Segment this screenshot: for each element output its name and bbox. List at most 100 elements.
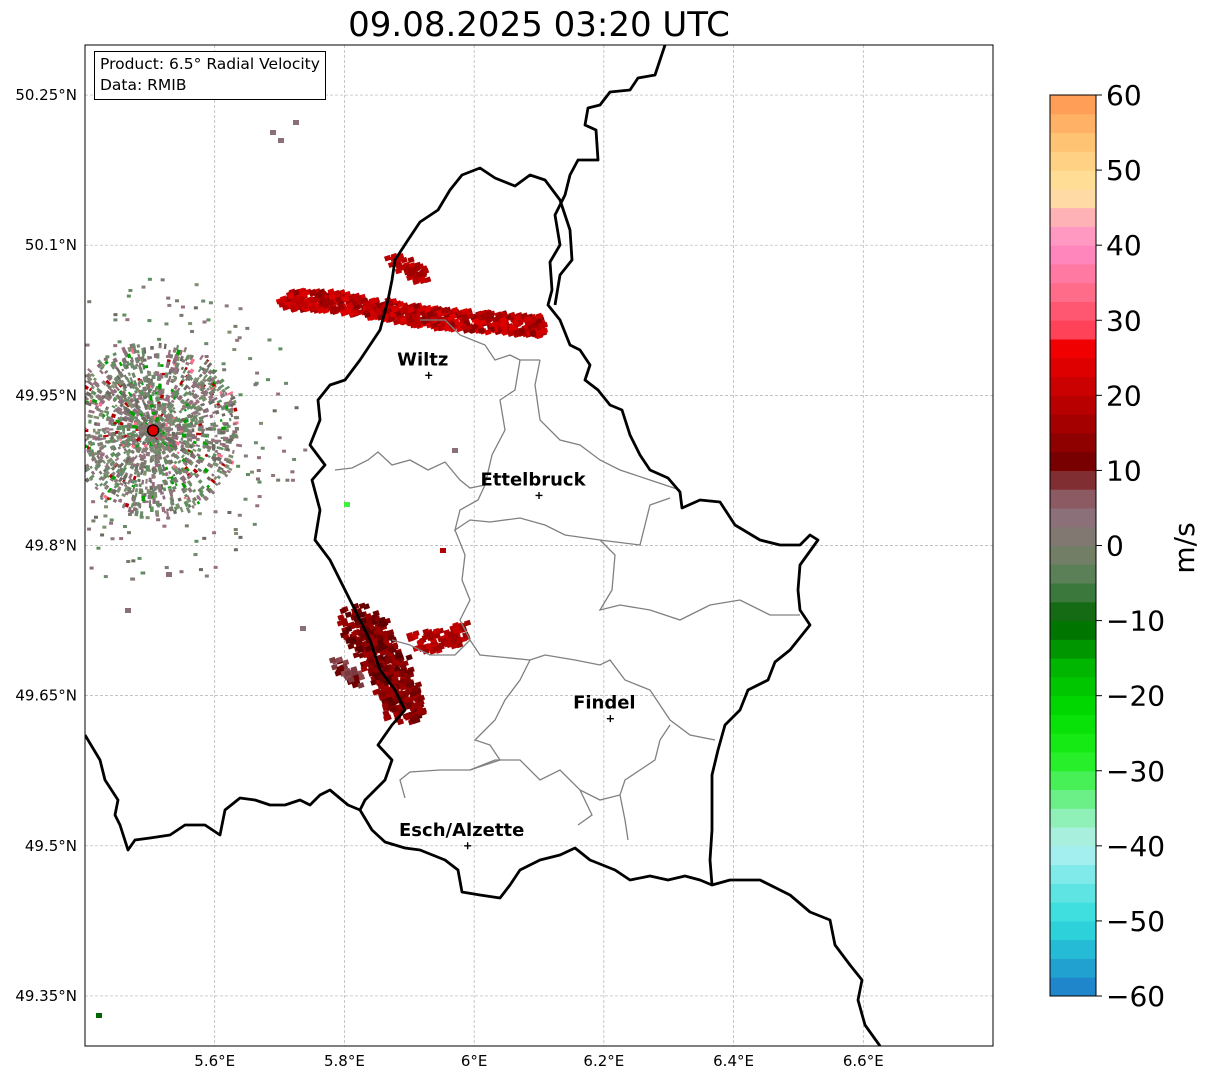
echo-pixel bbox=[460, 313, 469, 321]
echo-pixel bbox=[106, 457, 114, 464]
echo-pixel bbox=[411, 631, 419, 639]
echo-pixel bbox=[180, 475, 187, 482]
echo-pixel bbox=[213, 475, 218, 481]
echo-pixel bbox=[87, 527, 92, 531]
echo-pixel bbox=[383, 714, 391, 722]
echo-pixel bbox=[98, 442, 103, 447]
echo-pixel bbox=[194, 416, 199, 421]
echo-pixel bbox=[105, 383, 112, 389]
echo-pixel bbox=[149, 394, 153, 401]
lat-tick-label: 49.8°N bbox=[25, 537, 77, 555]
echo-pixel bbox=[175, 503, 181, 510]
echo-pixel bbox=[147, 277, 152, 281]
echo-pixel bbox=[116, 406, 123, 412]
echo-pixel bbox=[194, 420, 199, 426]
echo-pixel bbox=[135, 412, 140, 417]
echo-pixel bbox=[432, 645, 440, 652]
echo-pixel bbox=[151, 384, 154, 389]
echo-pixel bbox=[209, 385, 216, 391]
echo-pixel bbox=[243, 454, 248, 458]
echo-pixel bbox=[138, 434, 143, 440]
echo-pixel bbox=[89, 474, 95, 480]
echo-pixel bbox=[157, 504, 160, 508]
echo-pixel bbox=[166, 476, 171, 480]
echo-pixel bbox=[237, 513, 242, 517]
echo-pixel bbox=[116, 409, 124, 416]
echo-pixel bbox=[94, 464, 101, 470]
lon-tick-label: 6°E bbox=[461, 1052, 488, 1070]
echo-pixel bbox=[164, 566, 169, 570]
echo-pixel bbox=[229, 396, 236, 401]
echo-pixel bbox=[158, 456, 163, 460]
echo-pixel bbox=[168, 488, 174, 495]
product-label: Product: 6.5° Radial Velocity bbox=[100, 55, 320, 73]
echo-pixel bbox=[179, 355, 184, 362]
echo-pixel bbox=[374, 628, 383, 636]
echo-pixel bbox=[206, 462, 214, 469]
echo-pixel bbox=[397, 300, 405, 308]
echo-pixel bbox=[451, 633, 459, 640]
echo-pixel bbox=[113, 313, 118, 317]
echo-pixel bbox=[411, 312, 419, 320]
echo-pixel bbox=[128, 397, 135, 404]
echo-pixel bbox=[186, 386, 191, 390]
country-borders bbox=[85, 45, 882, 1046]
echo-pixel bbox=[390, 706, 398, 713]
echo-pixel bbox=[142, 453, 146, 459]
echo-pixel bbox=[133, 379, 138, 387]
echo-pixel bbox=[212, 461, 219, 468]
echo-pixel bbox=[107, 487, 112, 493]
echo-pixel bbox=[136, 501, 140, 506]
echo-pixel bbox=[190, 329, 195, 333]
radar-site-marker bbox=[146, 424, 160, 437]
echo-pixel bbox=[188, 429, 192, 433]
echo-pixel bbox=[155, 455, 160, 463]
echo-pixel bbox=[103, 434, 109, 438]
echo-pixel bbox=[216, 399, 223, 404]
echo-pixel bbox=[148, 477, 152, 483]
echo-pixel bbox=[122, 427, 126, 432]
echo-pixel bbox=[169, 500, 175, 506]
echo-pixel bbox=[406, 669, 414, 676]
echo-pixel bbox=[238, 393, 243, 397]
echo-pixel bbox=[117, 446, 122, 450]
echo-pixel bbox=[151, 481, 155, 488]
echo-pixel bbox=[235, 443, 243, 448]
echo-pixel bbox=[201, 377, 207, 383]
echo-pixel bbox=[105, 355, 110, 359]
echo-pixel bbox=[188, 354, 192, 359]
echo-pixel bbox=[208, 398, 213, 403]
echo-pixel bbox=[160, 364, 164, 368]
echo-pixel bbox=[215, 434, 218, 438]
echo-pixel bbox=[144, 364, 149, 369]
echo-pixel bbox=[197, 447, 202, 453]
echo-pixel bbox=[208, 389, 215, 396]
echo-pixel bbox=[149, 506, 154, 513]
echo-pixel bbox=[133, 468, 139, 475]
echo-pixel bbox=[176, 394, 184, 402]
echo-pixel bbox=[134, 403, 139, 408]
echo-pixel bbox=[228, 439, 233, 443]
echo-pixel bbox=[162, 495, 166, 500]
echo-pixel bbox=[113, 344, 118, 348]
echo-pixel bbox=[292, 457, 297, 461]
echo-pixel bbox=[108, 416, 114, 421]
echo-pixel bbox=[451, 626, 459, 634]
echo-pixel bbox=[404, 714, 412, 721]
echo-pixel bbox=[125, 318, 130, 322]
echo-pixel bbox=[105, 379, 112, 386]
echo-pixel bbox=[163, 417, 170, 423]
echo-pixel bbox=[140, 432, 147, 437]
echo-pixel bbox=[192, 409, 199, 416]
echo-pixel bbox=[175, 299, 180, 303]
echo-pixel bbox=[128, 288, 133, 292]
echo-pixel bbox=[85, 467, 91, 473]
echo-pixel bbox=[167, 375, 172, 382]
echo-pixel bbox=[186, 497, 192, 504]
echo-pixel bbox=[201, 396, 208, 403]
info-box: Product: 6.5° Radial Velocity Data: RMIB bbox=[94, 51, 326, 100]
echo-pixel bbox=[328, 656, 337, 664]
echo-pixel bbox=[143, 402, 148, 409]
echo-pixel bbox=[99, 369, 104, 375]
echo-pixel bbox=[161, 446, 167, 452]
